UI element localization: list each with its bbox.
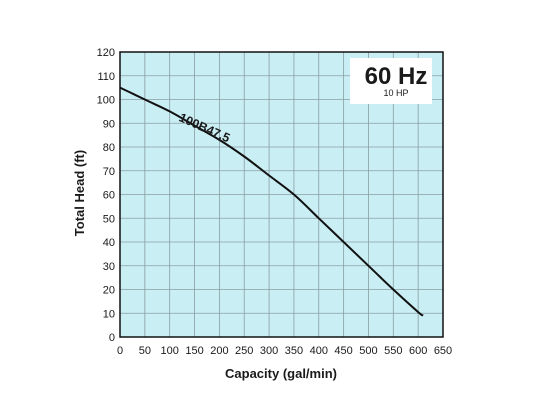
x-tick-label: 500 (359, 345, 377, 357)
x-tick-label: 0 (117, 345, 123, 357)
y-tick-labels: 0 10 20 30 40 50 60 70 80 90 100 110 120 (97, 47, 115, 344)
x-tick-label: 400 (310, 345, 328, 357)
x-tick-label: 450 (334, 345, 352, 357)
y-tick-label: 40 (103, 237, 115, 249)
y-tick-label: 120 (97, 47, 115, 59)
x-tick-labels: 0 50 100 150 200 250 300 350 400 450 500 550 600 650 (117, 345, 452, 357)
x-tick-label: 600 (409, 345, 427, 357)
plot-frame (119, 51, 444, 338)
y-axis-label: Total Head (ft) (72, 150, 87, 236)
y-tick-label: 90 (103, 118, 115, 130)
y-tick-label: 30 (103, 261, 115, 273)
y-tick-label: 100 (97, 95, 115, 107)
frequency-badge: 60 Hz 10 HP (350, 58, 432, 104)
x-axis-label: Capacity (gal/min) (225, 366, 337, 381)
x-tick-label: 150 (185, 345, 203, 357)
x-tick-label: 650 (434, 345, 452, 357)
y-tick-label: 70 (103, 166, 115, 178)
badge-frequency: 60 Hz (365, 63, 428, 90)
y-tick-label: 110 (97, 71, 115, 83)
x-tick-label: 100 (161, 345, 179, 357)
series-line-100b47-5 (119, 86, 424, 317)
x-tick-label: 350 (285, 345, 303, 357)
x-tick-label: 50 (139, 345, 151, 357)
y-tick-label: 20 (103, 285, 115, 297)
y-tick-label: 10 (103, 308, 115, 320)
x-tick-label: 300 (260, 345, 278, 357)
y-tick-label: 50 (103, 213, 115, 225)
y-tick-label: 60 (103, 190, 115, 202)
badge-power: 10 HP (383, 88, 408, 98)
x-tick-label: 550 (384, 345, 402, 357)
x-tick-label: 200 (210, 345, 228, 357)
y-tick-label: 80 (103, 142, 115, 154)
y-tick-label: 0 (109, 332, 115, 344)
x-tick-label: 250 (235, 345, 253, 357)
